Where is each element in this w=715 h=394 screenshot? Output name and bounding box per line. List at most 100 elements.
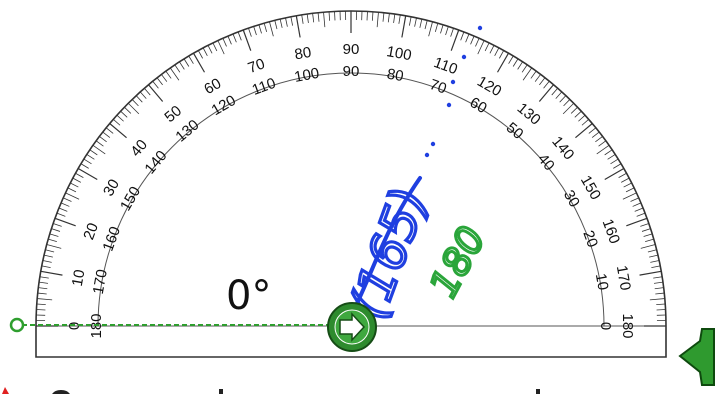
scale-tick xyxy=(60,202,70,207)
protractor-body[interactable] xyxy=(35,10,667,358)
scale-tick xyxy=(640,223,649,227)
scale-tick xyxy=(301,14,304,24)
scale-tick xyxy=(419,18,423,28)
scale-tick xyxy=(645,238,654,243)
scale-tick xyxy=(607,154,616,160)
scale-tick xyxy=(654,287,664,290)
scale-tick xyxy=(56,212,66,217)
scale-tick xyxy=(620,177,630,183)
scale-tick xyxy=(41,265,51,269)
scale-tick xyxy=(428,21,433,37)
scale-tick xyxy=(555,91,563,99)
scale-tick xyxy=(581,119,589,126)
scale-tick xyxy=(80,163,89,169)
scale-tick xyxy=(522,67,533,81)
outer-scale-label: 20 xyxy=(80,221,102,242)
scale-tick xyxy=(169,67,180,81)
scale-tick xyxy=(434,23,439,32)
scale-tick xyxy=(596,144,610,155)
inner-scale-label: 90 xyxy=(343,63,360,80)
scale-tick xyxy=(58,207,68,212)
protractor[interactable]: 1801701601501401301201101009080706050403… xyxy=(35,10,667,358)
scale-tick xyxy=(610,158,619,165)
scale-tick xyxy=(559,95,567,103)
scale-tick xyxy=(538,84,554,102)
protractor-ticks xyxy=(36,11,666,327)
scale-tick xyxy=(312,13,315,23)
scale-tick xyxy=(649,254,659,258)
scale-tick xyxy=(49,233,59,237)
scale-tick xyxy=(269,21,274,37)
scale-tick xyxy=(398,14,401,24)
scale-tick xyxy=(92,144,106,155)
scale-tick xyxy=(393,14,396,24)
scale-tick xyxy=(475,38,480,47)
scale-tick xyxy=(274,20,278,30)
scale-tick xyxy=(242,29,252,51)
scale-tick xyxy=(656,303,666,306)
scale-tick xyxy=(105,127,114,134)
inner-scale-label: 80 xyxy=(386,66,405,86)
scale-tick xyxy=(253,26,257,36)
scale-tick xyxy=(46,244,62,249)
scale-tick xyxy=(77,167,98,181)
scale-tick xyxy=(574,110,582,118)
scale-tick xyxy=(37,292,47,295)
bottom-edge-marks xyxy=(2,387,540,394)
baseline-end-handle[interactable] xyxy=(9,317,25,333)
scale-tick xyxy=(183,58,190,67)
scale-tick xyxy=(174,64,181,73)
scale-tick xyxy=(543,80,550,89)
scale-tick xyxy=(534,74,541,82)
tool-arrow-icon[interactable] xyxy=(678,328,715,386)
scale-tick xyxy=(72,177,82,183)
scale-tick xyxy=(323,12,326,28)
center-rotate-handle[interactable] xyxy=(327,302,377,352)
scale-tick xyxy=(38,287,48,290)
scale-tick xyxy=(212,42,218,52)
scale-tick xyxy=(450,29,460,51)
scale-tick xyxy=(43,254,53,258)
scale-tick xyxy=(494,47,500,57)
scale-tick xyxy=(625,187,635,193)
inner-scale-label: 170 xyxy=(90,268,111,296)
scale-tick xyxy=(651,265,661,269)
scale-tick xyxy=(263,23,268,32)
scale-tick xyxy=(279,18,283,28)
scale-tick xyxy=(496,52,510,73)
scale-tick xyxy=(116,114,124,122)
scale-tick xyxy=(83,158,92,165)
scale-tick xyxy=(67,187,77,193)
scale-tick xyxy=(127,102,140,115)
protractor-inner-arc xyxy=(97,72,605,327)
inner-scale-label: 60 xyxy=(467,94,490,117)
scale-tick xyxy=(39,281,49,284)
scale-tick xyxy=(53,223,62,227)
scale-tick xyxy=(36,303,46,306)
inner-scale-label: 100 xyxy=(293,65,321,86)
scale-tick xyxy=(508,55,514,64)
scale-tick xyxy=(48,238,57,243)
scale-tick xyxy=(650,260,660,263)
scale-tick xyxy=(460,31,465,41)
scale-tick xyxy=(641,228,651,232)
scale-tick xyxy=(227,35,232,45)
scale-tick xyxy=(618,172,627,178)
scale-tick xyxy=(222,38,227,47)
scale-tick xyxy=(484,42,490,52)
scale-tick xyxy=(248,28,252,37)
scale-tick xyxy=(179,61,185,70)
arrow-right-icon xyxy=(339,312,366,342)
scale-tick xyxy=(70,182,79,188)
scale-tick xyxy=(636,212,646,217)
scale-tick xyxy=(575,123,593,139)
scale-tick xyxy=(113,119,121,126)
scale-tick xyxy=(653,276,663,279)
scale-tick xyxy=(563,99,571,107)
scale-tick xyxy=(570,106,578,114)
scale-tick xyxy=(588,127,597,134)
outer-scale-label: 170 xyxy=(613,264,634,292)
scale-tick xyxy=(202,47,208,57)
scale-tick xyxy=(401,15,407,38)
scale-tick xyxy=(295,15,301,38)
